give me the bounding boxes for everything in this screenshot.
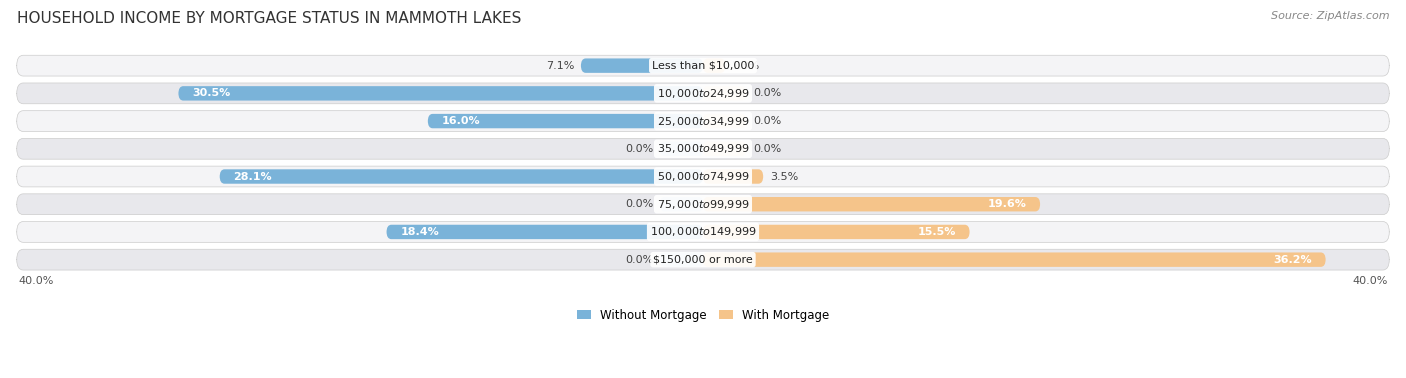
- Text: $50,000 to $74,999: $50,000 to $74,999: [657, 170, 749, 183]
- Text: 0.0%: 0.0%: [752, 144, 782, 154]
- FancyBboxPatch shape: [659, 142, 703, 156]
- FancyBboxPatch shape: [17, 166, 1389, 187]
- FancyBboxPatch shape: [703, 225, 970, 239]
- Text: $150,000 or more: $150,000 or more: [654, 255, 752, 265]
- Text: 40.0%: 40.0%: [1353, 276, 1388, 286]
- Text: $100,000 to $149,999: $100,000 to $149,999: [650, 225, 756, 239]
- FancyBboxPatch shape: [17, 111, 1389, 132]
- Text: 19.6%: 19.6%: [987, 199, 1026, 209]
- FancyBboxPatch shape: [703, 114, 747, 128]
- Text: 7.1%: 7.1%: [546, 60, 574, 71]
- FancyBboxPatch shape: [703, 197, 1040, 211]
- Text: 1.3%: 1.3%: [733, 60, 761, 71]
- FancyBboxPatch shape: [581, 59, 703, 73]
- FancyBboxPatch shape: [17, 194, 1389, 215]
- Text: 28.1%: 28.1%: [233, 172, 273, 181]
- FancyBboxPatch shape: [703, 86, 747, 101]
- FancyBboxPatch shape: [659, 253, 703, 267]
- FancyBboxPatch shape: [17, 83, 1389, 104]
- FancyBboxPatch shape: [179, 86, 703, 101]
- Text: 3.5%: 3.5%: [770, 172, 799, 181]
- Text: 0.0%: 0.0%: [624, 144, 654, 154]
- FancyBboxPatch shape: [703, 253, 1326, 267]
- Text: 15.5%: 15.5%: [918, 227, 956, 237]
- FancyBboxPatch shape: [17, 222, 1389, 242]
- FancyBboxPatch shape: [703, 59, 725, 73]
- Text: Less than $10,000: Less than $10,000: [652, 60, 754, 71]
- FancyBboxPatch shape: [427, 114, 703, 128]
- Text: 0.0%: 0.0%: [752, 88, 782, 98]
- FancyBboxPatch shape: [17, 249, 1389, 270]
- Text: 36.2%: 36.2%: [1274, 255, 1312, 265]
- Text: 0.0%: 0.0%: [624, 199, 654, 209]
- FancyBboxPatch shape: [17, 138, 1389, 159]
- Text: 0.0%: 0.0%: [624, 255, 654, 265]
- Text: HOUSEHOLD INCOME BY MORTGAGE STATUS IN MAMMOTH LAKES: HOUSEHOLD INCOME BY MORTGAGE STATUS IN M…: [17, 11, 522, 26]
- Text: $35,000 to $49,999: $35,000 to $49,999: [657, 142, 749, 155]
- Text: 0.0%: 0.0%: [752, 116, 782, 126]
- Text: Source: ZipAtlas.com: Source: ZipAtlas.com: [1271, 11, 1389, 21]
- FancyBboxPatch shape: [387, 225, 703, 239]
- FancyBboxPatch shape: [703, 142, 747, 156]
- Legend: Without Mortgage, With Mortgage: Without Mortgage, With Mortgage: [572, 304, 834, 326]
- FancyBboxPatch shape: [17, 55, 1389, 76]
- FancyBboxPatch shape: [703, 169, 763, 184]
- Text: 40.0%: 40.0%: [18, 276, 53, 286]
- Text: 30.5%: 30.5%: [193, 88, 231, 98]
- Text: $25,000 to $34,999: $25,000 to $34,999: [657, 115, 749, 128]
- FancyBboxPatch shape: [219, 169, 703, 184]
- Text: $10,000 to $24,999: $10,000 to $24,999: [657, 87, 749, 100]
- Text: 18.4%: 18.4%: [401, 227, 439, 237]
- FancyBboxPatch shape: [659, 197, 703, 211]
- Text: 16.0%: 16.0%: [441, 116, 481, 126]
- Text: $75,000 to $99,999: $75,000 to $99,999: [657, 198, 749, 211]
